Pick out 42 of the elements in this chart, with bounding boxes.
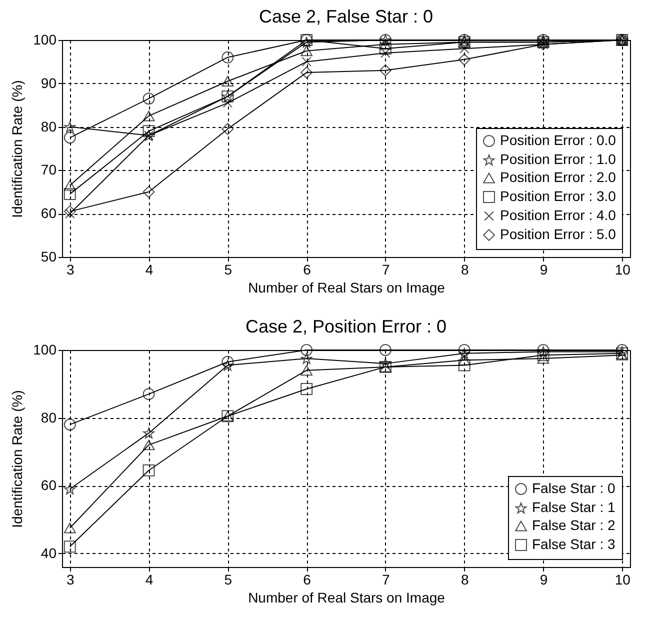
legend-label: Position Error : 1.0 <box>500 151 616 167</box>
y-tick-label: 100 <box>33 32 57 48</box>
chart-title: Case 2, False Star : 0 <box>258 6 434 27</box>
x-tick-label: 10 <box>614 262 631 278</box>
x-tick-label: 9 <box>540 572 548 588</box>
x-tick-label: 4 <box>145 572 154 588</box>
x-tick-label: 3 <box>66 572 74 588</box>
legend-label: Position Error : 0.0 <box>500 132 616 148</box>
x-tick-label: 5 <box>224 262 232 278</box>
legend-label: False Star : 0 <box>532 480 616 496</box>
legend-label: Position Error : 3.0 <box>500 188 616 204</box>
y-axis-title: Identification Rate (%) <box>9 80 26 218</box>
y-tick-label: 50 <box>40 248 57 264</box>
y-tick-label: 90 <box>40 74 57 91</box>
y-axis-title: Identification Rate (%) <box>9 390 26 528</box>
x-tick-label: 10 <box>614 572 631 588</box>
x-tick-label: 6 <box>303 262 312 278</box>
chart-title: Case 2, Position Error : 0 <box>245 316 447 337</box>
x-tick-label: 8 <box>460 572 469 588</box>
x-tick-label: 3 <box>66 262 74 278</box>
x-tick-label: 7 <box>382 572 390 588</box>
x-axis-title: Number of Real Stars on Image <box>248 280 446 296</box>
legend-label: Position Error : 2.0 <box>500 169 616 185</box>
x-tick-label: 4 <box>145 262 154 278</box>
x-tick-label: 6 <box>303 572 312 588</box>
y-tick-label: 100 <box>33 342 57 358</box>
y-tick-label: 80 <box>40 409 57 426</box>
x-tick-label: 7 <box>382 262 390 278</box>
x-axis-title: Number of Real Stars on Image <box>248 590 446 606</box>
legend-label: Position Error : 5.0 <box>500 226 616 242</box>
x-tick-label: 8 <box>460 262 469 278</box>
legend-label: False Star : 2 <box>532 517 616 533</box>
y-tick-label: 70 <box>40 162 57 178</box>
y-tick-label: 80 <box>40 118 57 134</box>
legend-label: False Star : 3 <box>532 536 616 552</box>
y-tick-label: 60 <box>40 205 57 222</box>
x-tick-label: 9 <box>540 262 548 278</box>
legend-label: Position Error : 4.0 <box>500 207 616 223</box>
y-tick-label: 60 <box>40 477 57 494</box>
x-tick-label: 5 <box>224 572 232 588</box>
y-tick-label: 40 <box>40 544 57 561</box>
legend-label: False Star : 1 <box>532 499 616 515</box>
